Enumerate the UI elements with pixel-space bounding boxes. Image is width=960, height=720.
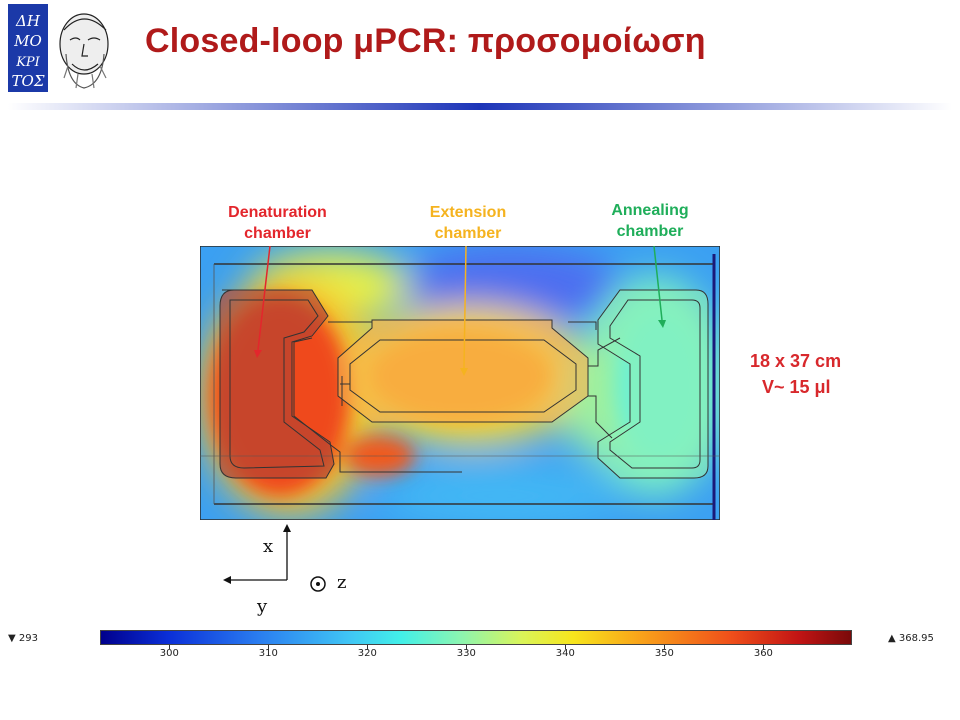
dimensions-info: 18 x 37 cm V~ 15 μl (750, 348, 841, 400)
extension-label: Extension chamber (408, 202, 528, 244)
colorbar-min-label: ▼ 293 (8, 633, 38, 644)
denaturation-label-line2: chamber (244, 225, 311, 242)
colorbar-tick-label: 340 (555, 648, 575, 659)
denaturation-arrow (257, 245, 271, 351)
colorbar-tick-label: 310 (258, 648, 278, 659)
denaturation-label: Denaturation chamber (205, 202, 350, 244)
logo-text-4: ΤΟΣ (12, 72, 45, 90)
annealing-label-line2: chamber (616, 223, 684, 240)
extension-label-line2: chamber (434, 225, 502, 242)
coordinate-axes: x y z (215, 522, 365, 622)
colorbar-tick (763, 645, 765, 649)
colorbar-tick-label: 360 (753, 648, 773, 659)
colorbar-tick (565, 645, 567, 649)
annealing-chamber-shape (597, 289, 709, 479)
temperature-colorbar (100, 630, 852, 645)
logo-text-2: ΜΟ (13, 32, 42, 50)
colorbar-tick (169, 645, 171, 649)
temperature-simulation-map (200, 245, 720, 520)
colorbar-tick-label: 330 (456, 648, 476, 659)
denaturation-chamber-shape (219, 289, 335, 479)
colorbar-tick (268, 645, 270, 649)
colorbar-tick-label: 300 (159, 648, 179, 659)
axis-z-label: z (337, 572, 346, 593)
annealing-label: Annealing chamber (585, 200, 715, 242)
header-divider (8, 97, 952, 110)
colorbar-tick-label: 350 (654, 648, 674, 659)
logo-text-3: ΚΡΙ (15, 55, 40, 70)
slide-title: Closed-loop μPCR: προσομοίωση (145, 22, 706, 60)
chip-volume: V~ 15 μl (762, 377, 831, 397)
denaturation-label-line1: Denaturation (228, 204, 327, 221)
institute-logo: ΔΗ ΜΟ ΚΡΙ ΤΟΣ (8, 4, 120, 92)
colorbar-tick (664, 645, 666, 649)
colorbar-tick-label: 320 (357, 648, 377, 659)
extension-arrow (463, 245, 467, 369)
colorbar-ticks: 300 310 320 330 340 350 360 (100, 645, 852, 663)
colorbar-tick (466, 645, 468, 649)
axis-y-label: y (256, 596, 268, 617)
portrait-sketch (59, 13, 109, 89)
axis-x-label: x (263, 536, 273, 557)
annealing-arrow (653, 245, 663, 321)
colorbar-tick (367, 645, 369, 649)
extension-label-line1: Extension (429, 204, 507, 221)
annealing-label-line1: Annealing (611, 202, 689, 219)
chip-size: 18 x 37 cm (750, 351, 842, 371)
logo-text-1: ΔΗ (15, 12, 41, 30)
z-axis-symbol (310, 576, 326, 592)
colorbar-max-label: ▲ 368.95 (888, 633, 934, 644)
